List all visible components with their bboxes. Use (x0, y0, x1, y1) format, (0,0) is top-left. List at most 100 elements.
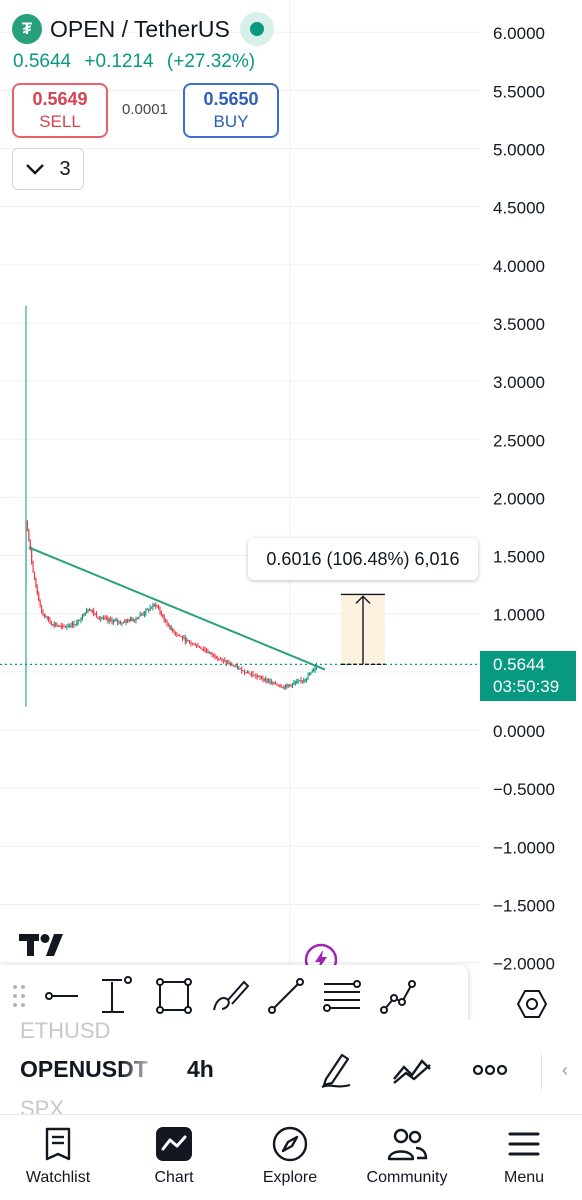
candle-body (122, 621, 124, 623)
indicators-icon[interactable] (392, 1050, 432, 1090)
candle-body (110, 619, 112, 621)
candle-body (87, 609, 89, 611)
candle-body (272, 681, 274, 683)
buy-button[interactable]: 0.5650 BUY (183, 83, 279, 138)
nav-explore[interactable]: Explore (232, 1115, 348, 1200)
candle-body (297, 680, 299, 682)
candle-body (117, 620, 119, 622)
candle-body (273, 682, 275, 684)
candle-body (50, 621, 52, 625)
nav-chart-label: Chart (154, 1169, 194, 1186)
path-icon[interactable] (370, 965, 426, 1027)
candle-body (105, 618, 107, 620)
candle-body (167, 623, 170, 626)
candle-body (53, 623, 55, 625)
measure-range-icon[interactable] (90, 965, 146, 1027)
candle-body (48, 616, 50, 620)
horizontal-line-icon[interactable] (34, 965, 90, 1027)
candle-body (293, 683, 295, 685)
candle-body (32, 562, 34, 573)
spread-value: 0.0001 (122, 101, 168, 118)
candle-body (194, 643, 196, 646)
candle-body (169, 625, 171, 629)
candle-body (43, 613, 45, 616)
candle-body (211, 652, 213, 655)
candle-body (156, 605, 158, 607)
grip-icon[interactable] (4, 965, 34, 1027)
candle-body (63, 626, 65, 628)
candle-body (208, 652, 210, 654)
candle-body (101, 618, 103, 620)
candle-body (59, 625, 61, 627)
candle-body (163, 617, 165, 620)
candle-body (119, 621, 122, 623)
candle-body (207, 651, 209, 653)
y-tick-label: 4.0000 (493, 257, 545, 276)
nav-watchlist-label: Watchlist (25, 1169, 91, 1186)
expand-arrow[interactable]: ‹ (562, 1060, 568, 1080)
y-tick-label: 6.0000 (493, 24, 545, 43)
more-options-icon[interactable] (470, 1050, 510, 1090)
symbol-header[interactable]: ₮ OPEN / TetherUS (12, 12, 274, 46)
indicators-toggle-button[interactable]: 3 (12, 148, 84, 190)
fib-retracement-icon[interactable] (314, 965, 370, 1027)
candle-body (93, 611, 95, 614)
candle-body (136, 618, 138, 620)
live-dot (249, 22, 264, 36)
candle-body (52, 624, 54, 626)
candle-body (150, 607, 153, 609)
compass-icon (271, 1124, 309, 1164)
candle-body (86, 610, 88, 614)
candle-body (269, 681, 271, 683)
candle-body (183, 638, 185, 640)
market-status-icon[interactable] (239, 12, 274, 46)
settings-hexagon-icon[interactable] (515, 987, 549, 1021)
candle-body (60, 625, 62, 627)
trend-line-icon[interactable] (258, 965, 314, 1027)
candle-body (148, 609, 150, 611)
bottom-navigation: Watchlist Chart Explore Community Menu (0, 1114, 582, 1200)
candle-body (62, 626, 64, 628)
candle-body (251, 673, 253, 675)
candle-body (186, 639, 188, 642)
sell-button[interactable]: 0.5649 SELL (12, 83, 108, 138)
candle-body (252, 673, 254, 676)
candle-body (36, 587, 38, 595)
candle-body (313, 669, 315, 672)
drawing-pen-icon[interactable] (316, 1050, 356, 1090)
chart-area[interactable]: 6.0000 5.5000 5.0000 4.5000 4.0000 3.5000 3.00… (0, 0, 582, 1027)
drawing-toolbar (0, 965, 468, 1027)
quote-line: 0.5644 +0.1214 (+27.32%) (13, 51, 263, 73)
candle-body (237, 666, 239, 669)
candle-body (189, 640, 191, 642)
candle-body (203, 649, 205, 651)
candle-body (245, 671, 247, 673)
candle-body (69, 625, 71, 627)
symbol-fade (120, 1050, 160, 1090)
candle-body (74, 624, 76, 626)
candle-body (112, 620, 115, 623)
prev-symbol[interactable]: ETHUSD (20, 1020, 111, 1043)
candle-body (132, 619, 134, 621)
interval-selector[interactable]: 4h (187, 1056, 214, 1082)
nav-menu-label: Menu (503, 1169, 545, 1186)
candle-body (114, 620, 116, 622)
rectangle-icon[interactable] (146, 965, 202, 1027)
price-chart[interactable]: 6.0000 5.5000 5.0000 4.5000 4.0000 3.5000 3.00… (0, 0, 582, 1020)
candle-body (213, 654, 215, 656)
candle-body (127, 620, 129, 622)
symbol-title[interactable]: OPEN / TetherUS (50, 15, 230, 42)
y-tick-label: −0.5000 (493, 780, 555, 799)
current-price: 0.5644 (493, 655, 545, 674)
nav-community[interactable]: Community (349, 1115, 465, 1200)
candle-body (275, 682, 277, 685)
candle-body (166, 620, 168, 624)
nav-watchlist[interactable]: Watchlist (0, 1115, 116, 1200)
y-tick-label: 3.0000 (493, 373, 545, 392)
candle-body (146, 609, 148, 611)
brush-icon[interactable] (202, 965, 258, 1027)
nav-chart[interactable]: Chart (116, 1115, 232, 1200)
nav-menu[interactable]: Menu (466, 1115, 582, 1200)
candle-body (204, 649, 206, 651)
candle-body (214, 654, 216, 657)
